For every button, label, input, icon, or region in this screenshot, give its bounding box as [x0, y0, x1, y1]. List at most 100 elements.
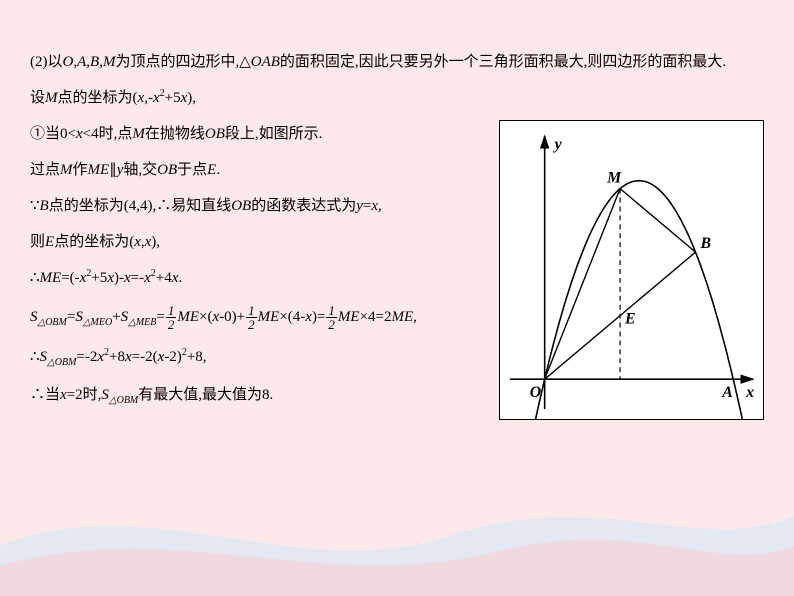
line-9: ∴S△OBM=-2x2+8x=-2(x-2)2+8, — [30, 345, 510, 371]
var-ME: ME — [392, 309, 414, 325]
text: -2) — [164, 349, 182, 365]
sub-OBM: △OBM — [38, 317, 67, 328]
var-M: M — [103, 54, 116, 70]
label-B: B — [699, 235, 711, 252]
var-ME: ME — [88, 162, 110, 178]
label-y: y — [553, 136, 563, 153]
var-ME: ME — [338, 309, 360, 325]
line-8: S△OBM=S△MEO+S△MEB=12ME×(x-0)+12ME×(4-x)=… — [30, 302, 510, 333]
line-MB — [620, 189, 695, 253]
var-M: M — [60, 162, 73, 178]
text: 的函数表达式为 — [251, 198, 356, 214]
text: ), — [187, 90, 196, 106]
label-A: A — [721, 384, 733, 401]
line-3: ①当0<x<4时,点M在抛物线OB段上,如图所示. — [30, 122, 510, 146]
triangle-symbol: △ — [239, 54, 251, 70]
line-10: ∴当x=2时,S△OBM有最大值,最大值为8. — [30, 383, 510, 409]
text: 段上,如图所示. — [225, 126, 323, 142]
var-B: B — [90, 54, 99, 70]
line-7: ∴ME=(-x2+5x)-x=-x2+4x. — [30, 266, 510, 290]
var-M: M — [132, 126, 145, 142]
frac-half: 12 — [246, 304, 257, 331]
line-1: (2)以O,A,B,M为顶点的四边形中,△OAB的面积固定,因此只要另外一个三角… — [30, 50, 764, 74]
var-A: A — [77, 54, 86, 70]
because: ∵ — [30, 198, 40, 214]
text: ), — [151, 234, 160, 250]
var-x: x — [305, 309, 312, 325]
text: =2时, — [67, 387, 102, 403]
frac-half: 12 — [166, 304, 177, 331]
text: ×4=2 — [360, 309, 392, 325]
text: )= — [312, 309, 325, 325]
text: , — [378, 198, 382, 214]
var-x: x — [124, 270, 131, 286]
text: = — [156, 309, 164, 325]
var-ME: ME — [258, 309, 280, 325]
var-y: y — [356, 198, 363, 214]
label-E: E — [624, 311, 636, 328]
var-x: x — [107, 270, 114, 286]
var-x: x — [144, 270, 151, 286]
text: ×(4- — [279, 309, 305, 325]
parabola-figure: y x O M B E A — [499, 120, 764, 420]
text: 点的坐标为( — [54, 234, 134, 250]
text: ×( — [199, 309, 212, 325]
var-S: S — [30, 309, 38, 325]
label-M: M — [606, 170, 622, 187]
line-6: 则E点的坐标为(x,x), — [30, 230, 510, 254]
text: =(- — [61, 270, 79, 286]
text: 过点 — [30, 162, 60, 178]
decorative-wave — [0, 456, 794, 596]
text: 设 — [30, 90, 45, 106]
text: , — [413, 309, 417, 325]
text: 点的坐标为(4,4),∴易知直线 — [49, 198, 232, 214]
text: ,- — [144, 90, 153, 106]
den: 2 — [326, 318, 337, 331]
var-B: B — [40, 198, 49, 214]
var-x: x — [60, 387, 67, 403]
num: 1 — [246, 304, 257, 318]
num: 1 — [326, 304, 337, 318]
text: =-2 — [76, 349, 97, 365]
sub-MEO: △MEO — [83, 317, 112, 328]
parallel: ∥ — [109, 162, 117, 178]
text: + — [112, 309, 120, 325]
var-S: S — [101, 387, 109, 403]
text: ①当0< — [30, 126, 76, 142]
var-OB: OB — [205, 126, 225, 142]
text: 点的坐标为( — [58, 90, 138, 106]
den: 2 — [246, 318, 257, 331]
text: (2)以 — [30, 54, 63, 70]
text: 为顶点的四边形中, — [115, 54, 239, 70]
line-OM — [545, 189, 620, 380]
line-5: ∵B点的坐标为(4,4),∴易知直线OB的函数表达式为y=x, — [30, 194, 510, 218]
den: 2 — [166, 318, 177, 331]
line-2: 设M点的坐标为(x,-x2+5x), — [30, 86, 764, 110]
num: 1 — [166, 304, 177, 318]
var-x: x — [76, 126, 83, 142]
var-E: E — [207, 162, 216, 178]
text: +4 — [156, 270, 172, 286]
text: 有最大值,最大值为8. — [138, 387, 273, 403]
sub-OBM: △OBM — [109, 395, 138, 406]
therefore: ∴当 — [30, 387, 60, 403]
text: +8 — [109, 349, 125, 365]
var-S: S — [40, 349, 48, 365]
line-4: 过点M作ME∥y轴,交OB于点E. — [30, 158, 510, 182]
text: +5 — [91, 270, 107, 286]
text: )- — [114, 270, 124, 286]
var-E: E — [45, 234, 54, 250]
text: +8, — [187, 349, 207, 365]
var-x: x — [134, 234, 141, 250]
text: <4时,点 — [83, 126, 133, 142]
text: =-2( — [132, 349, 158, 365]
text: 作 — [73, 162, 88, 178]
var-M: M — [45, 90, 58, 106]
var-ME: ME — [40, 270, 62, 286]
text: 则 — [30, 234, 45, 250]
frac-half: 12 — [326, 304, 337, 331]
therefore: ∴ — [30, 349, 40, 365]
parabola-helper — [533, 260, 733, 419]
text: 的面积固定,因此只要另外一个三角形面积最大,则四边形的面积最大. — [280, 54, 726, 70]
var-x: x — [125, 349, 132, 365]
